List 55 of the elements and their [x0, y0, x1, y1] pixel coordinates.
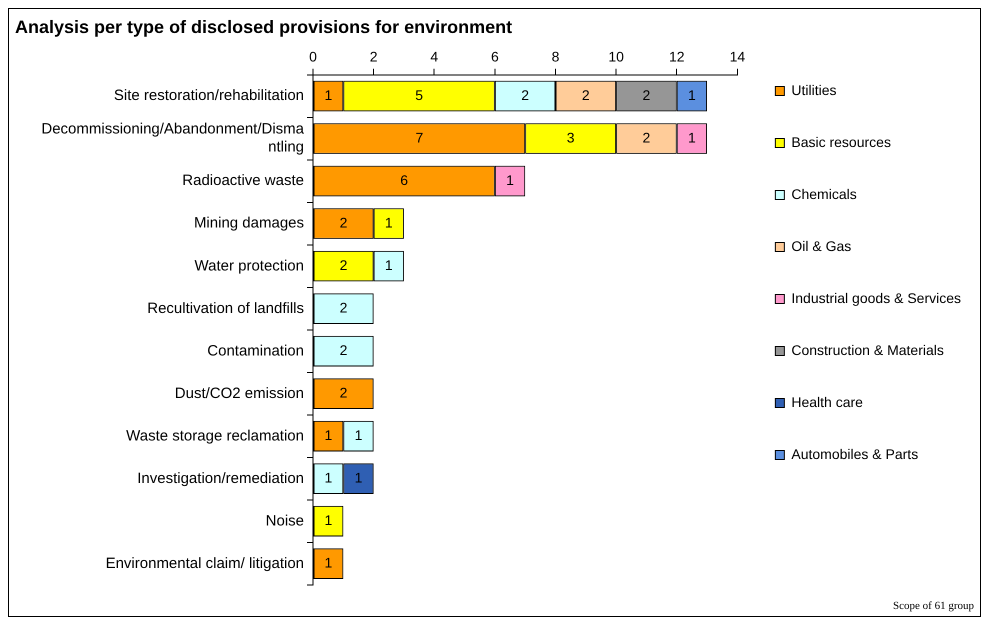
x-tick-label: 0 — [309, 48, 318, 64]
x-tick-label: 10 — [608, 48, 624, 64]
y-tick-label: Waste storage reclamation — [126, 427, 304, 444]
x-tick-label: 4 — [430, 48, 438, 64]
x-tick-label: 8 — [552, 48, 560, 64]
data-label: 1 — [324, 86, 333, 103]
data-label: 1 — [324, 427, 333, 444]
y-tick-label: Noise — [266, 512, 304, 530]
x-tick-label: 14 — [730, 48, 746, 64]
x-tick-label: 2 — [370, 48, 378, 64]
data-label: 1 — [506, 172, 514, 188]
legend-label: Automobiles & Parts — [791, 446, 918, 462]
data-label: 2 — [340, 256, 348, 273]
data-label: 1 — [354, 427, 363, 444]
legend-label: Utilities — [791, 82, 836, 98]
legend-label: Oil & Gas — [791, 238, 852, 254]
legend-label: Industrial goods & Services — [791, 290, 961, 306]
data-label: 2 — [340, 300, 348, 316]
chart-title: Analysis per type of disclosed provisions for environment — [14, 16, 514, 39]
data-label: 2 — [340, 214, 348, 230]
y-tick-label: Dust/CO2 emission — [174, 384, 304, 402]
x-tick-label: 6 — [490, 48, 499, 64]
data-label: 7 — [415, 129, 424, 146]
data-label: 2 — [582, 86, 590, 103]
data-label: 1 — [324, 512, 333, 528]
data-label: 2 — [521, 86, 530, 103]
legend-label: Chemicals — [791, 186, 857, 202]
y-tick-label: Site restoration/rehabilitation — [114, 87, 304, 104]
data-label: 5 — [415, 86, 424, 103]
data-label: 2 — [340, 342, 348, 358]
data-label: 1 — [384, 256, 393, 273]
data-label: 1 — [354, 470, 363, 486]
legend-label: Basic resources — [791, 134, 891, 150]
data-label: 2 — [340, 384, 348, 401]
y-tick-label: Investigation/remediation — [137, 470, 304, 487]
data-label: 2 — [642, 86, 651, 103]
data-label: 1 — [324, 554, 333, 571]
y-tick-label: Decommissioning/Abandonment/Dismantling — [41, 120, 305, 156]
y-tick-label: Recultivation of landfills — [147, 300, 304, 317]
data-label: 1 — [688, 86, 696, 103]
data-label: 6 — [400, 172, 408, 188]
data-label: 3 — [566, 129, 575, 146]
y-tick-label: Contamination — [207, 342, 304, 360]
data-label: 1 — [324, 470, 333, 486]
data-label: 2 — [642, 129, 651, 146]
text: Scope of 61 group — [893, 600, 974, 612]
x-tick-label: 12 — [668, 48, 685, 64]
y-tick-label: Environmental claim/ litigation — [106, 554, 304, 572]
y-tick-label: Radioactive waste — [182, 172, 304, 190]
data-label: 1 — [384, 214, 393, 230]
y-tick-label: Mining damages — [194, 214, 304, 232]
y-tick-label: Water protection — [194, 257, 304, 274]
legend-label: Health care — [791, 394, 864, 410]
data-label: 1 — [688, 129, 696, 146]
legend-label: Construction & Materials — [791, 342, 944, 358]
